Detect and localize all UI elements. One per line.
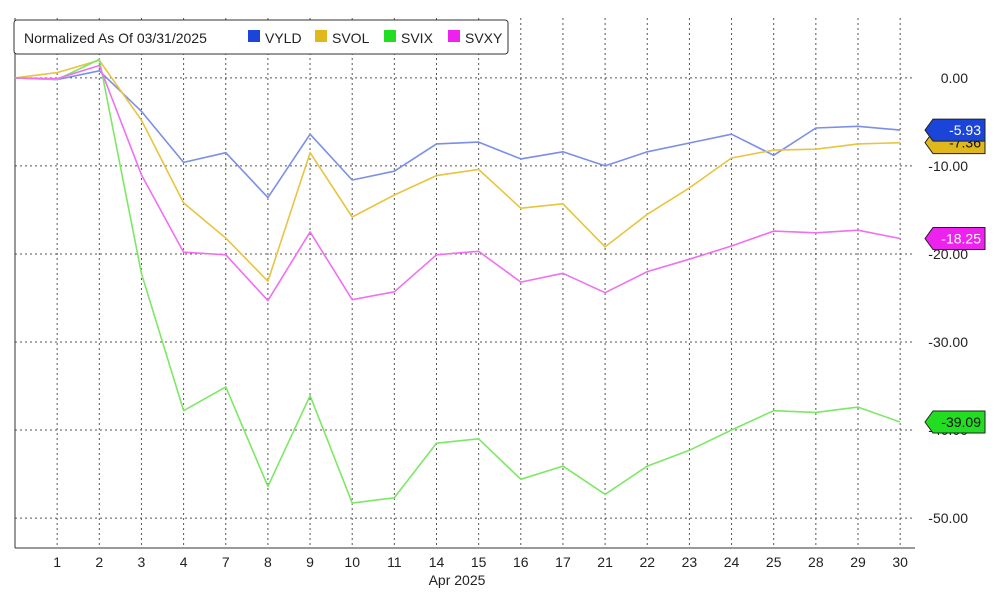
last-value-tag-svix: -39.09: [924, 410, 986, 434]
x-tick-label: 3: [138, 554, 146, 570]
x-tick-label: 8: [264, 554, 272, 570]
legend-label: SVIX: [401, 30, 434, 46]
y-tick-label: -30.00: [928, 334, 968, 350]
tag-label: -18.25: [941, 231, 981, 247]
series-line-svix: [14, 58, 901, 504]
x-tick-label: 7: [222, 554, 230, 570]
x-tick-label: 29: [850, 554, 866, 570]
grid: [15, 18, 915, 548]
series-lines: [14, 58, 901, 504]
last-value-tags: -7.36-5.93-18.25-39.09: [924, 118, 986, 434]
legend-title: Normalized As Of 03/31/2025: [24, 30, 207, 46]
x-tick-label: 1: [53, 554, 61, 570]
x-tick-label: 2: [95, 554, 103, 570]
legend-swatch: [448, 30, 460, 42]
tag-shape: [924, 227, 986, 251]
legend-label: VYLD: [265, 30, 302, 46]
legend-swatch: [384, 30, 396, 42]
last-value-tag-svxy: -18.25: [924, 227, 986, 251]
x-tick-label: 4: [180, 554, 188, 570]
x-tick-label: 25: [766, 554, 782, 570]
legend-label: SVXY: [465, 30, 503, 46]
legend-label: SVOL: [332, 30, 370, 46]
series-line-svxy: [14, 64, 901, 302]
legend-item-svol: SVOL: [315, 30, 370, 46]
axes: 0.00-10.00-20.00-30.00-40.00-50.00123478…: [14, 18, 968, 588]
x-month-label: Apr 2025: [429, 572, 486, 588]
x-tick-label: 24: [724, 554, 740, 570]
tag-shape: [924, 118, 986, 142]
x-tick-label: 11: [387, 554, 402, 570]
legend-item-vyld: VYLD: [248, 30, 302, 46]
y-tick-label: -50.00: [928, 510, 968, 526]
series-line-vyld: [14, 70, 901, 199]
legend-swatch: [248, 30, 260, 42]
legend: Normalized As Of 03/31/2025 VYLD SVOL SVIX…: [13, 19, 509, 55]
y-tick-label: -10.00: [928, 158, 968, 174]
x-tick-label: 23: [682, 554, 698, 570]
x-tick-label: 22: [639, 554, 655, 570]
x-tick-label: 16: [513, 554, 529, 570]
tag-shape: [924, 410, 986, 434]
tag-label: -39.09: [941, 414, 981, 430]
x-tick-label: 28: [808, 554, 824, 570]
legend-box: [13, 19, 509, 55]
last-value-tag-vyld: -5.93: [924, 118, 986, 142]
x-tick-label: 17: [555, 554, 571, 570]
series-line-svol: [14, 59, 901, 283]
x-tick-label: 30: [892, 554, 908, 570]
y-tick-label: 0.00: [941, 70, 968, 86]
x-tick-label: 21: [597, 554, 613, 570]
legend-swatch: [315, 30, 327, 42]
legend-item-svix: SVIX: [384, 30, 434, 46]
legend-item-svxy: SVXY: [448, 30, 503, 46]
x-tick-label: 10: [344, 554, 360, 570]
x-tick-label: 9: [306, 554, 314, 570]
x-tick-label: 14: [429, 554, 445, 570]
tag-label: -5.93: [949, 122, 981, 138]
x-tick-label: 15: [471, 554, 487, 570]
